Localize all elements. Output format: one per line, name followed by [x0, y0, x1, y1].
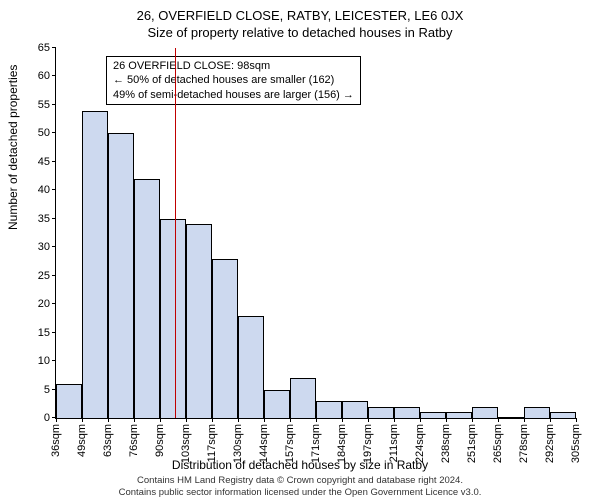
x-tick-mark [160, 418, 161, 422]
histogram-bar [212, 259, 238, 418]
x-tick-mark [576, 418, 577, 422]
x-tick-mark [186, 418, 187, 422]
x-tick-label: 211sqm [388, 424, 400, 462]
x-tick-mark [56, 418, 57, 422]
annotation-line: 26 OVERFIELD CLOSE: 98sqm [113, 59, 354, 73]
y-tick-label: 20 [38, 298, 50, 310]
y-tick-mark [52, 218, 56, 219]
x-tick-mark [550, 418, 551, 422]
histogram-bar [420, 412, 446, 418]
y-tick-mark [52, 75, 56, 76]
x-tick-label: 36sqm [50, 424, 62, 457]
y-tick-label: 40 [38, 184, 50, 196]
x-tick-mark [472, 418, 473, 422]
y-tick-mark [52, 189, 56, 190]
x-tick-mark [108, 418, 109, 422]
histogram-bar [472, 407, 498, 418]
y-tick-mark [52, 303, 56, 304]
annotation-line: ← 50% of detached houses are smaller (16… [113, 73, 354, 87]
histogram-bar [134, 179, 160, 418]
x-tick-mark [342, 418, 343, 422]
title-sub: Size of property relative to detached ho… [0, 23, 600, 40]
y-tick-mark [52, 275, 56, 276]
histogram-bar [524, 407, 550, 418]
y-tick-label: 55 [38, 99, 50, 111]
histogram-bar [290, 378, 316, 418]
y-tick-mark [52, 132, 56, 133]
y-tick-label: 35 [38, 213, 50, 225]
histogram-bar [186, 224, 212, 418]
x-tick-label: 49sqm [76, 424, 88, 457]
chart-container: 26, OVERFIELD CLOSE, RATBY, LEICESTER, L… [0, 0, 600, 500]
histogram-bar [394, 407, 420, 418]
footer-line: Contains HM Land Registry data © Crown c… [0, 475, 600, 486]
footer-line: Contains public sector information licen… [0, 487, 600, 498]
x-tick-mark [498, 418, 499, 422]
y-tick-label: 45 [38, 156, 50, 168]
plot-area: 26 OVERFIELD CLOSE: 98sqm ← 50% of detac… [55, 48, 576, 419]
annotation-line: 49% of semi-detached houses are larger (… [113, 88, 354, 102]
reference-line [175, 48, 176, 418]
x-tick-mark [238, 418, 239, 422]
y-tick-label: 0 [44, 412, 50, 424]
y-tick-label: 30 [38, 241, 50, 253]
x-tick-mark [446, 418, 447, 422]
y-tick-label: 10 [38, 355, 50, 367]
histogram-bar [498, 417, 524, 418]
histogram-bar [316, 401, 342, 418]
y-tick-mark [52, 332, 56, 333]
y-tick-mark [52, 161, 56, 162]
x-tick-label: 76sqm [128, 424, 140, 457]
y-tick-label: 5 [44, 384, 50, 396]
y-tick-mark [52, 246, 56, 247]
histogram-bar [108, 133, 134, 418]
x-tick-label: 63sqm [102, 424, 114, 457]
histogram-bar [160, 219, 186, 418]
x-tick-label: 90sqm [154, 424, 166, 457]
x-tick-mark [524, 418, 525, 422]
y-tick-label: 65 [38, 42, 50, 54]
y-tick-mark [52, 104, 56, 105]
x-tick-mark [134, 418, 135, 422]
histogram-bar [446, 412, 472, 418]
histogram-bar [82, 111, 108, 418]
title-main: 26, OVERFIELD CLOSE, RATBY, LEICESTER, L… [0, 0, 600, 23]
x-tick-mark [316, 418, 317, 422]
histogram-bar [550, 412, 576, 418]
footer-attribution: Contains HM Land Registry data © Crown c… [0, 475, 600, 498]
y-tick-label: 25 [38, 270, 50, 282]
y-tick-label: 15 [38, 327, 50, 339]
y-tick-mark [52, 360, 56, 361]
x-tick-mark [420, 418, 421, 422]
y-axis-label: Number of detached properties [6, 65, 20, 230]
histogram-bar [238, 316, 264, 418]
y-tick-label: 50 [38, 127, 50, 139]
x-tick-mark [82, 418, 83, 422]
annotation-box: 26 OVERFIELD CLOSE: 98sqm ← 50% of detac… [106, 56, 361, 105]
x-tick-mark [368, 418, 369, 422]
x-tick-mark [264, 418, 265, 422]
x-tick-label: 117sqm [206, 424, 218, 462]
x-axis-label: Distribution of detached houses by size … [0, 458, 600, 472]
x-tick-mark [290, 418, 291, 422]
histogram-bar [56, 384, 82, 418]
histogram-bar [368, 407, 394, 418]
x-tick-mark [394, 418, 395, 422]
histogram-bar [264, 390, 290, 418]
y-tick-mark [52, 47, 56, 48]
x-tick-mark [212, 418, 213, 422]
histogram-bar [342, 401, 368, 418]
y-tick-label: 60 [38, 70, 50, 82]
